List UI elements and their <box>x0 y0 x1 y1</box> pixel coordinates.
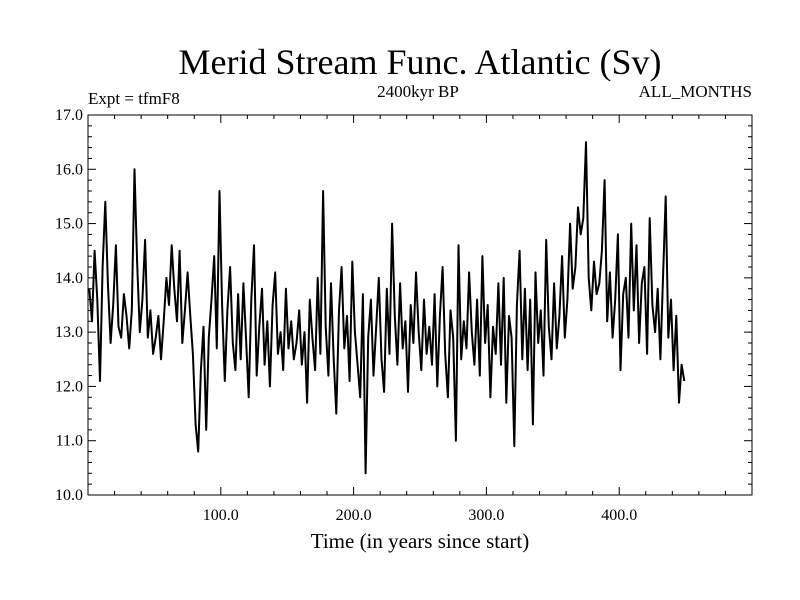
y-tick-label: 10.0 <box>55 487 83 504</box>
y-tick-label: 15.0 <box>55 216 83 233</box>
y-tick-label: 11.0 <box>56 433 83 450</box>
y-tick-label: 16.0 <box>55 161 83 178</box>
chart-subtitle: 2400kyr BP <box>377 82 459 101</box>
plot-frame <box>87 114 753 496</box>
x-tick-label: 100.0 <box>203 507 239 524</box>
x-axis-label: Time (in years since start) <box>311 529 530 553</box>
y-tick-label: 17.0 <box>55 107 83 124</box>
y-tick-label: 14.0 <box>55 270 83 287</box>
x-tick-label: 200.0 <box>336 507 372 524</box>
experiment-label: Expt = tfmF8 <box>88 89 180 108</box>
x-tick-label: 300.0 <box>468 507 504 524</box>
series-line <box>88 141 686 475</box>
x-tick-label: 400.0 <box>601 507 637 524</box>
y-tick-label: 13.0 <box>55 324 83 341</box>
series-group <box>88 141 686 475</box>
x-axis: 100.0 200.0 300.0 400.0 <box>114 115 726 524</box>
months-label: ALL_MONTHS <box>639 82 752 101</box>
chart-title: Merid Stream Func. Atlantic (Sv) <box>179 42 662 82</box>
y-axis: 10.0 11.0 12.0 13.0 14.0 15.0 16.0 17.0 <box>55 107 752 504</box>
y-tick-label: 12.0 <box>55 378 83 395</box>
